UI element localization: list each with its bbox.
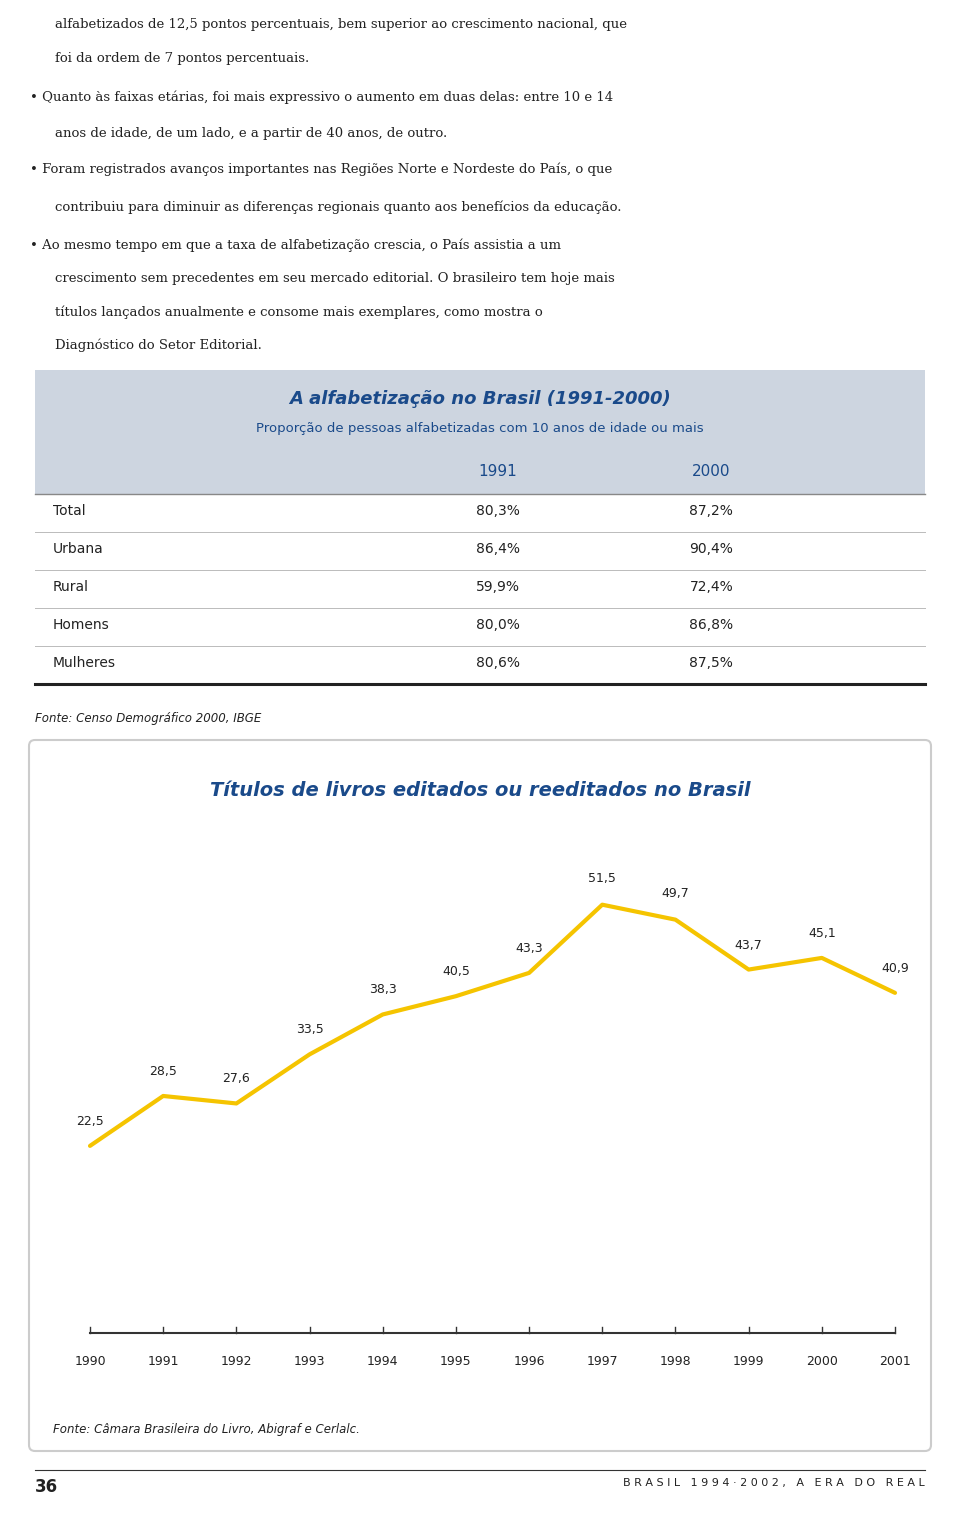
Text: 45,1: 45,1 — [808, 927, 836, 941]
Text: Homens: Homens — [53, 617, 109, 633]
Text: 40,9: 40,9 — [881, 962, 909, 975]
FancyBboxPatch shape — [35, 570, 925, 608]
Text: 80,6%: 80,6% — [476, 655, 519, 671]
FancyBboxPatch shape — [35, 608, 925, 646]
Text: 80,3%: 80,3% — [476, 504, 519, 517]
Text: 86,4%: 86,4% — [476, 542, 519, 557]
Text: 86,8%: 86,8% — [689, 617, 733, 633]
Text: 1993: 1993 — [294, 1355, 325, 1368]
FancyBboxPatch shape — [35, 532, 925, 570]
Text: 2000: 2000 — [692, 464, 731, 479]
Text: 22,5: 22,5 — [76, 1115, 104, 1127]
Text: 28,5: 28,5 — [149, 1065, 177, 1079]
Text: títulos lançados anualmente e consome mais exemplares, como mostra o: títulos lançados anualmente e consome ma… — [55, 305, 542, 319]
Text: 72,4%: 72,4% — [689, 579, 733, 595]
Text: 38,3: 38,3 — [369, 983, 396, 997]
Text: B R A S I L   1 9 9 4 · 2 0 0 2 ,   A   E R A   D O   R E A L: B R A S I L 1 9 9 4 · 2 0 0 2 , A E R A … — [623, 1478, 925, 1488]
Text: 87,2%: 87,2% — [689, 504, 733, 517]
FancyBboxPatch shape — [35, 646, 925, 684]
Text: 1997: 1997 — [587, 1355, 618, 1368]
Text: 1990: 1990 — [74, 1355, 106, 1368]
Text: 1998: 1998 — [660, 1355, 691, 1368]
Text: Rural: Rural — [53, 579, 89, 595]
Text: 1994: 1994 — [367, 1355, 398, 1368]
Text: anos de idade, de um lado, e a partir de 40 anos, de outro.: anos de idade, de um lado, e a partir de… — [55, 127, 447, 140]
Text: crescimento sem precedentes em seu mercado editorial. O brasileiro tem hoje mais: crescimento sem precedentes em seu merca… — [55, 272, 614, 285]
Text: 1996: 1996 — [514, 1355, 545, 1368]
Text: 59,9%: 59,9% — [476, 579, 519, 595]
Text: 2000: 2000 — [805, 1355, 838, 1368]
Text: Fonte: Censo Demográfico 2000, IBGE: Fonte: Censo Demográfico 2000, IBGE — [35, 711, 261, 725]
Text: Fonte: Câmara Brasileira do Livro, Abigraf e Cerlalc.: Fonte: Câmara Brasileira do Livro, Abigr… — [53, 1423, 360, 1437]
FancyBboxPatch shape — [35, 370, 925, 452]
Text: contribuiu para diminuir as diferenças regionais quanto aos benefícios da educaç: contribuiu para diminuir as diferenças r… — [55, 200, 621, 214]
Text: 90,4%: 90,4% — [689, 542, 733, 557]
Text: alfabetizados de 12,5 pontos percentuais, bem superior ao crescimento nacional, : alfabetizados de 12,5 pontos percentuais… — [55, 18, 627, 30]
Text: foi da ordem de 7 pontos percentuais.: foi da ordem de 7 pontos percentuais. — [55, 52, 309, 65]
FancyBboxPatch shape — [35, 452, 925, 495]
Text: • Ao mesmo tempo em que a taxa de alfabetização crescia, o País assistia a um: • Ao mesmo tempo em que a taxa de alfabe… — [30, 238, 561, 252]
Text: 36: 36 — [35, 1478, 59, 1496]
Text: • Foram registrados avanços importantes nas Regiões Norte e Nordeste do País, o : • Foram registrados avanços importantes … — [30, 162, 612, 176]
Text: 27,6: 27,6 — [223, 1073, 251, 1086]
Text: 1991: 1991 — [148, 1355, 179, 1368]
Text: Urbana: Urbana — [53, 542, 104, 557]
Text: Mulheres: Mulheres — [53, 655, 116, 671]
Text: 1992: 1992 — [221, 1355, 252, 1368]
Text: 43,3: 43,3 — [516, 942, 543, 954]
Text: 40,5: 40,5 — [442, 965, 469, 978]
Text: 43,7: 43,7 — [734, 939, 762, 951]
Text: 49,7: 49,7 — [661, 886, 689, 900]
Text: 1991: 1991 — [478, 464, 517, 479]
Text: 1999: 1999 — [732, 1355, 764, 1368]
Text: 33,5: 33,5 — [296, 1024, 324, 1036]
Text: Títulos de livros editados ou reeditados no Brasil: Títulos de livros editados ou reeditados… — [209, 781, 751, 799]
FancyBboxPatch shape — [35, 495, 925, 532]
Text: 51,5: 51,5 — [588, 872, 616, 884]
Text: • Quanto às faixas etárias, foi mais expressivo o aumento em duas delas: entre 1: • Quanto às faixas etárias, foi mais exp… — [30, 90, 613, 103]
Text: 80,0%: 80,0% — [476, 617, 519, 633]
Text: 1995: 1995 — [440, 1355, 471, 1368]
Text: Diagnóstico do Setor Editorial.: Diagnóstico do Setor Editorial. — [55, 338, 262, 352]
Text: 87,5%: 87,5% — [689, 655, 733, 671]
Text: 2001: 2001 — [879, 1355, 911, 1368]
FancyBboxPatch shape — [29, 740, 931, 1450]
Text: Total: Total — [53, 504, 85, 517]
Text: A alfabetização no Brasil (1991-2000): A alfabetização no Brasil (1991-2000) — [289, 390, 671, 408]
Text: Proporção de pessoas alfabetizadas com 10 anos de idade ou mais: Proporção de pessoas alfabetizadas com 1… — [256, 422, 704, 435]
